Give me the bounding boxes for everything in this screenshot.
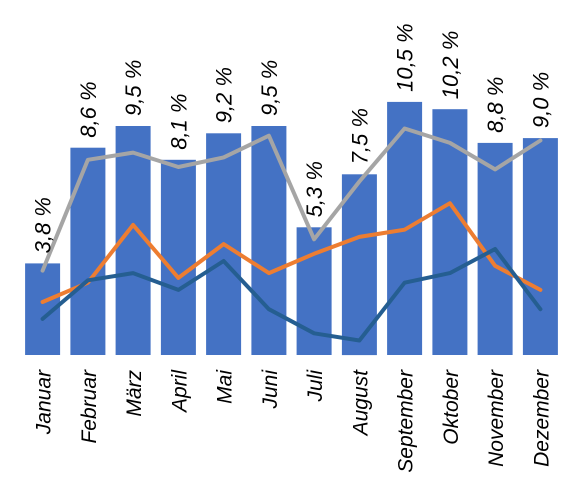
data-label-juni: 9,5 % [257, 60, 282, 116]
data-label-mai: 9,2 % [212, 67, 237, 123]
data-labels: 3,8 % 8,6 % 9,5 % 8,1 % 9,2 % 9,5 % 5,3 % 7,5 %… [31, 23, 554, 253]
tick-label-januar: Januar [33, 369, 56, 435]
tick-label-februar: Februar [78, 369, 101, 444]
tick-label-mai: Mai [214, 369, 237, 404]
data-label-oktober: 10,2 % [438, 31, 463, 100]
data-label-januar: 3,8 % [31, 197, 56, 253]
data-label-dezember: 9,0 % [528, 72, 553, 128]
tick-label-oktober: Oktober [440, 369, 463, 445]
bar-februar [70, 147, 106, 355]
line-series-3 [40, 247, 543, 343]
data-label-september: 10,5 % [393, 23, 418, 92]
tick-label-juli: Juli [304, 369, 327, 403]
tick-label-april: April [168, 369, 191, 414]
bar-april [160, 159, 196, 355]
tick-label-november: November [485, 369, 508, 467]
line-series-1 [40, 126, 543, 273]
tick-label-august: August [349, 369, 372, 438]
data-label-november: 8,8 % [483, 77, 508, 133]
tick-label-juni: Juni [259, 369, 282, 410]
bar-series [25, 101, 558, 356]
data-label-august: 7,5 % [347, 108, 372, 164]
tick-label-märz: März [123, 370, 146, 417]
data-label-februar: 8,6 % [76, 81, 101, 137]
tick-label-dezember: Dezember [530, 369, 553, 467]
data-label-april: 8,1 % [166, 94, 191, 150]
category-labels: Januar Februar März April Mai Juni Juli August S… [33, 369, 554, 473]
bar-dezember [522, 138, 558, 355]
data-label-juli: 5,3 % [302, 161, 327, 217]
tick-label-september: September [395, 369, 418, 473]
data-label-märz: 9,5 % [121, 60, 146, 116]
line-series-2 [40, 201, 543, 304]
bar-oktober [432, 109, 468, 355]
